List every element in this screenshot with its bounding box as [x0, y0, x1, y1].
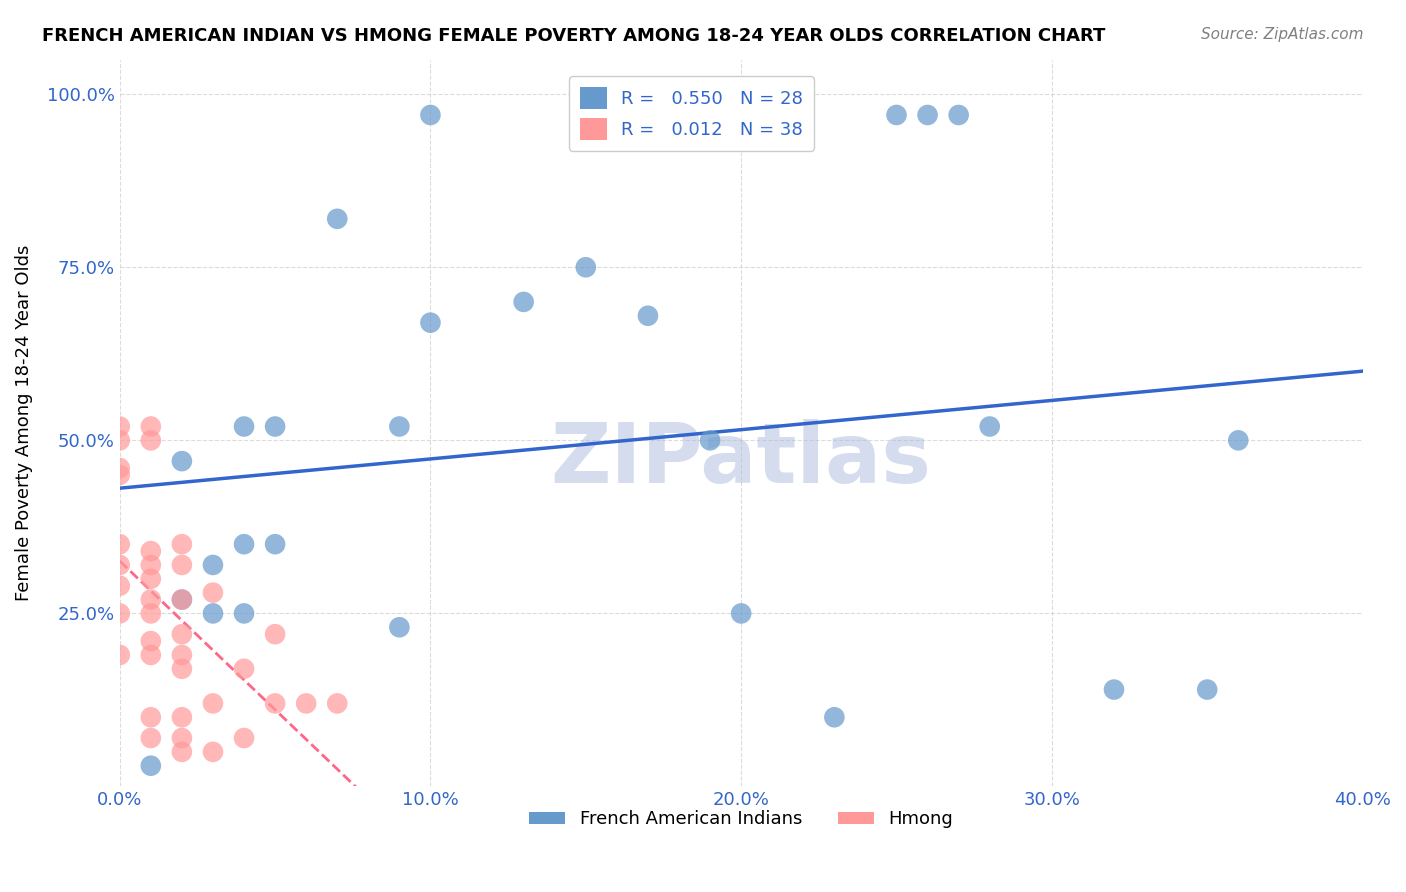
Hmong — [108, 467, 131, 482]
Hmong — [139, 419, 162, 434]
Hmong — [170, 627, 193, 641]
Hmong — [108, 648, 131, 662]
Hmong — [201, 585, 224, 599]
Hmong — [170, 648, 193, 662]
Hmong — [170, 745, 193, 759]
French American Indians — [512, 294, 534, 309]
French American Indians — [1227, 434, 1250, 448]
French American Indians — [419, 108, 441, 122]
Hmong — [139, 592, 162, 607]
French American Indians — [730, 607, 752, 621]
French American Indians — [979, 419, 1001, 434]
Text: FRENCH AMERICAN INDIAN VS HMONG FEMALE POVERTY AMONG 18-24 YEAR OLDS CORRELATION: FRENCH AMERICAN INDIAN VS HMONG FEMALE P… — [42, 27, 1105, 45]
Hmong — [108, 434, 131, 448]
French American Indians — [170, 454, 193, 468]
French American Indians — [388, 419, 411, 434]
Hmong — [108, 579, 131, 593]
Hmong — [295, 697, 318, 711]
French American Indians — [139, 758, 162, 772]
Hmong — [139, 731, 162, 745]
Hmong — [108, 537, 131, 551]
Hmong — [139, 558, 162, 572]
French American Indians — [1197, 682, 1219, 697]
French American Indians — [823, 710, 845, 724]
French American Indians — [201, 607, 224, 621]
French American Indians — [388, 620, 411, 634]
Hmong — [108, 607, 131, 621]
Y-axis label: Female Poverty Among 18-24 Year Olds: Female Poverty Among 18-24 Year Olds — [15, 244, 32, 601]
Hmong — [170, 558, 193, 572]
Hmong — [201, 745, 224, 759]
Hmong — [170, 731, 193, 745]
French American Indians — [419, 316, 441, 330]
Hmong — [170, 710, 193, 724]
French American Indians — [326, 211, 349, 226]
French American Indians — [637, 309, 659, 323]
Hmong — [139, 572, 162, 586]
French American Indians — [264, 419, 287, 434]
Hmong — [139, 710, 162, 724]
Hmong — [326, 697, 349, 711]
Text: Source: ZipAtlas.com: Source: ZipAtlas.com — [1201, 27, 1364, 42]
Hmong — [139, 544, 162, 558]
Hmong — [108, 558, 131, 572]
Hmong — [139, 648, 162, 662]
Hmong — [233, 662, 256, 676]
Hmong — [170, 592, 193, 607]
French American Indians — [699, 434, 721, 448]
French American Indians — [1102, 682, 1125, 697]
French American Indians — [917, 108, 939, 122]
Hmong — [139, 607, 162, 621]
French American Indians — [233, 607, 256, 621]
Hmong — [170, 537, 193, 551]
French American Indians — [575, 260, 598, 275]
Legend: French American Indians, Hmong: French American Indians, Hmong — [522, 803, 960, 836]
Text: ZIPatlas: ZIPatlas — [551, 419, 932, 500]
French American Indians — [201, 558, 224, 572]
Hmong — [264, 697, 287, 711]
French American Indians — [170, 592, 193, 607]
Hmong — [139, 434, 162, 448]
Hmong — [201, 697, 224, 711]
French American Indians — [886, 108, 908, 122]
French American Indians — [233, 419, 256, 434]
French American Indians — [264, 537, 287, 551]
Hmong — [108, 461, 131, 475]
Hmong — [170, 662, 193, 676]
Hmong — [233, 731, 256, 745]
Hmong — [139, 634, 162, 648]
French American Indians — [948, 108, 970, 122]
French American Indians — [233, 537, 256, 551]
Hmong — [108, 419, 131, 434]
Hmong — [264, 627, 287, 641]
